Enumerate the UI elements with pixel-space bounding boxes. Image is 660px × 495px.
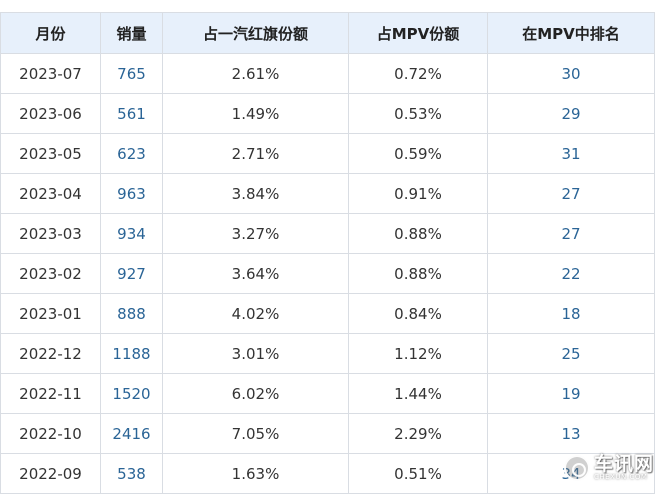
cell-brand-share: 2.61% xyxy=(162,53,349,94)
cell-month: 2023-06 xyxy=(0,93,101,134)
cell-mpv-share: 1.44% xyxy=(348,373,488,414)
cell-sales[interactable]: 2416 xyxy=(100,413,163,454)
cell-mpv-share: 0.59% xyxy=(348,133,488,174)
cell-mpv-share: 0.53% xyxy=(348,93,488,134)
table-row: 2023-06 561 1.49% 0.53% 29 xyxy=(0,93,655,134)
table-row: 2022-11 1520 6.02% 1.44% 19 xyxy=(0,373,655,414)
cell-brand-share: 4.02% xyxy=(162,293,349,334)
cell-mpv-rank[interactable]: 29 xyxy=(487,93,655,134)
cell-mpv-rank[interactable]: 22 xyxy=(487,253,655,294)
header-mpv-rank: 在MPV中排名 xyxy=(487,12,655,54)
cell-brand-share: 2.71% xyxy=(162,133,349,174)
cell-month: 2022-11 xyxy=(0,373,101,414)
table-row: 2023-03 934 3.27% 0.88% 27 xyxy=(0,213,655,254)
cell-sales[interactable]: 538 xyxy=(100,453,163,494)
cell-mpv-rank[interactable]: 13 xyxy=(487,413,655,454)
table-header-row: 月份 销量 占一汽红旗份额 占MPV份额 在MPV中排名 xyxy=(0,12,655,54)
cell-month: 2023-02 xyxy=(0,253,101,294)
cell-mpv-rank[interactable]: 27 xyxy=(487,213,655,254)
cell-sales[interactable]: 1188 xyxy=(100,333,163,374)
cell-sales[interactable]: 934 xyxy=(100,213,163,254)
table-row: 2022-12 1188 3.01% 1.12% 25 xyxy=(0,333,655,374)
table-row: 2023-01 888 4.02% 0.84% 18 xyxy=(0,293,655,334)
table-body: 2023-07 765 2.61% 0.72% 30 2023-06 561 1.49% 0.5… xyxy=(0,53,655,494)
cell-mpv-share: 0.91% xyxy=(348,173,488,214)
cell-month: 2022-10 xyxy=(0,413,101,454)
header-month: 月份 xyxy=(0,12,101,54)
cell-mpv-share: 0.84% xyxy=(348,293,488,334)
cell-mpv-rank[interactable]: 27 xyxy=(487,173,655,214)
sales-table: 月份 销量 占一汽红旗份额 占MPV份额 在MPV中排名 2023-07 765 2… xyxy=(0,12,655,494)
cell-mpv-rank[interactable]: 19 xyxy=(487,373,655,414)
cell-month: 2022-12 xyxy=(0,333,101,374)
cell-mpv-share: 0.72% xyxy=(348,53,488,94)
cell-mpv-rank[interactable]: 31 xyxy=(487,133,655,174)
cell-brand-share: 1.63% xyxy=(162,453,349,494)
table-row: 2022-09 538 1.63% 0.51% 34 xyxy=(0,453,655,494)
cell-mpv-share: 0.51% xyxy=(348,453,488,494)
cell-sales[interactable]: 765 xyxy=(100,53,163,94)
cell-mpv-share: 1.12% xyxy=(348,333,488,374)
cell-brand-share: 3.84% xyxy=(162,173,349,214)
cell-mpv-share: 2.29% xyxy=(348,413,488,454)
cell-month: 2023-03 xyxy=(0,213,101,254)
cell-month: 2023-05 xyxy=(0,133,101,174)
cell-month: 2022-09 xyxy=(0,453,101,494)
cell-month: 2023-04 xyxy=(0,173,101,214)
cell-mpv-rank[interactable]: 34 xyxy=(487,453,655,494)
cell-mpv-share: 0.88% xyxy=(348,213,488,254)
cell-mpv-share: 0.88% xyxy=(348,253,488,294)
cell-brand-share: 6.02% xyxy=(162,373,349,414)
cell-sales[interactable]: 1520 xyxy=(100,373,163,414)
cell-brand-share: 3.01% xyxy=(162,333,349,374)
table-row: 2023-02 927 3.64% 0.88% 22 xyxy=(0,253,655,294)
table-row: 2022-10 2416 7.05% 2.29% 13 xyxy=(0,413,655,454)
cell-sales[interactable]: 561 xyxy=(100,93,163,134)
cell-month: 2023-07 xyxy=(0,53,101,94)
cell-sales[interactable]: 623 xyxy=(100,133,163,174)
cell-sales[interactable]: 888 xyxy=(100,293,163,334)
cell-brand-share: 3.27% xyxy=(162,213,349,254)
header-sales: 销量 xyxy=(100,12,163,54)
table-row: 2023-05 623 2.71% 0.59% 31 xyxy=(0,133,655,174)
cell-brand-share: 1.49% xyxy=(162,93,349,134)
cell-mpv-rank[interactable]: 30 xyxy=(487,53,655,94)
cell-sales[interactable]: 927 xyxy=(100,253,163,294)
cell-brand-share: 3.64% xyxy=(162,253,349,294)
header-brand-share: 占一汽红旗份额 xyxy=(162,12,349,54)
cell-mpv-rank[interactable]: 25 xyxy=(487,333,655,374)
cell-month: 2023-01 xyxy=(0,293,101,334)
cell-brand-share: 7.05% xyxy=(162,413,349,454)
cell-mpv-rank[interactable]: 18 xyxy=(487,293,655,334)
header-mpv-share: 占MPV份额 xyxy=(348,12,488,54)
table-row: 2023-04 963 3.84% 0.91% 27 xyxy=(0,173,655,214)
table-row: 2023-07 765 2.61% 0.72% 30 xyxy=(0,53,655,94)
cell-sales[interactable]: 963 xyxy=(100,173,163,214)
